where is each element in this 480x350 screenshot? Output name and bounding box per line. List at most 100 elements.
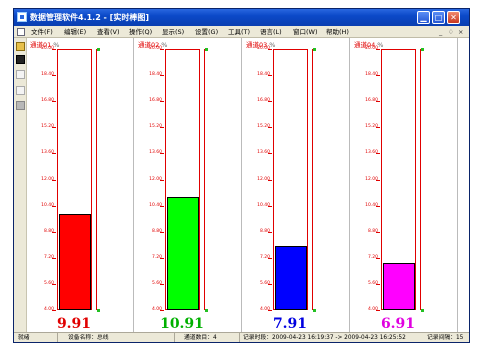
menu-language[interactable]: 语言(L) xyxy=(260,28,282,36)
y-tick-mark xyxy=(268,153,272,155)
menu-operate[interactable]: 操作(Q) xyxy=(129,28,153,36)
y-tick-label: 7.20 xyxy=(367,254,378,260)
bar-fill xyxy=(59,213,91,310)
menu-settings[interactable]: 设置(G) xyxy=(195,28,219,36)
y-tick-mark xyxy=(52,205,56,207)
open-folder-icon[interactable] xyxy=(16,42,25,51)
channel-label: 通道01 xyxy=(30,41,52,49)
y-tick-mark xyxy=(376,310,380,311)
mdi-minimize-button[interactable]: _ xyxy=(439,28,443,36)
status-interval: 记录间隔：15 xyxy=(427,335,464,341)
y-tick-mark xyxy=(160,49,164,50)
y-tick-label: 13.60 xyxy=(365,150,378,156)
channel-value: 9.91 xyxy=(56,316,92,332)
channel-panel: 通道04% 20.00 18.40 16.80 15.20 13.60 12.00 10.40… xyxy=(351,38,458,332)
bar-fill xyxy=(275,246,307,310)
channel-title: 通道01% xyxy=(30,39,59,49)
mdi-close-button[interactable]: × xyxy=(458,28,464,36)
window-title: 数据管理软件4.1.2 - [实时棒图] xyxy=(30,13,149,22)
y-tick-label: 12.00 xyxy=(149,176,162,182)
y-tick-mark xyxy=(52,283,56,285)
y-tick-mark xyxy=(160,231,164,233)
gauge-side-line xyxy=(420,49,421,310)
menu-view[interactable]: 查看(V) xyxy=(97,28,120,36)
y-tick-label: 15.20 xyxy=(149,124,162,130)
close-button[interactable]: ✕ xyxy=(447,11,460,24)
channel-label: 通道04 xyxy=(354,41,376,49)
y-tick-mark xyxy=(52,257,56,259)
y-tick-label: 18.40 xyxy=(365,72,378,78)
y-tick-mark xyxy=(268,310,272,311)
y-tick-mark xyxy=(160,101,164,103)
mdi-restore-button[interactable]: ♢ xyxy=(448,28,454,36)
y-tick-mark xyxy=(376,49,380,50)
menu-window[interactable]: 窗口(W) xyxy=(293,28,318,36)
channel-label: 通道02 xyxy=(138,41,160,49)
title-bar[interactable]: 数据管理软件4.1.2 - [实时棒图] ▁ □ ✕ xyxy=(14,9,469,26)
channel-value: 6.91 xyxy=(380,316,416,332)
y-tick-mark xyxy=(268,127,272,129)
y-tick-label: 4.00 xyxy=(259,307,270,312)
vertical-toolbar xyxy=(14,38,27,332)
y-tick-label: 16.80 xyxy=(149,98,162,104)
y-tick-label: 16.80 xyxy=(365,98,378,104)
menu-file[interactable]: 文件(F) xyxy=(31,28,53,36)
channel-title: 通道03% xyxy=(246,39,275,49)
maximize-button[interactable]: □ xyxy=(432,11,445,24)
y-tick-label: 10.40 xyxy=(257,202,270,208)
y-tick-mark xyxy=(160,127,164,129)
channel-value: 7.91 xyxy=(272,316,308,332)
document-icon[interactable] xyxy=(16,70,25,79)
document-icon[interactable] xyxy=(16,86,25,95)
menu-edit[interactable]: 编辑(E) xyxy=(64,28,87,36)
y-tick-mark xyxy=(376,283,380,285)
print-icon[interactable] xyxy=(16,101,25,110)
y-tick-mark xyxy=(160,205,164,207)
y-tick-label: 5.60 xyxy=(367,280,378,286)
y-tick-mark xyxy=(160,310,164,311)
y-tick-mark xyxy=(268,231,272,233)
y-tick-mark xyxy=(268,179,272,181)
y-tick-mark xyxy=(52,75,56,77)
y-tick-label: 15.20 xyxy=(41,124,54,130)
status-ready: 就绪 xyxy=(18,335,30,341)
y-tick-label: 20.00 xyxy=(149,46,162,51)
menu-display[interactable]: 显示(S) xyxy=(162,28,185,36)
limit-marker xyxy=(205,48,208,51)
minimize-button[interactable]: ▁ xyxy=(417,11,430,24)
y-tick-mark xyxy=(268,283,272,285)
menu-tools[interactable]: 工具(T) xyxy=(228,28,251,36)
limit-marker xyxy=(313,309,316,312)
y-tick-label: 5.60 xyxy=(151,280,162,286)
channel-unit: % xyxy=(269,41,276,49)
y-tick-mark xyxy=(376,153,380,155)
y-tick-mark xyxy=(268,75,272,77)
limit-marker xyxy=(313,48,316,51)
y-tick-label: 8.80 xyxy=(367,228,378,234)
y-tick-mark xyxy=(160,153,164,155)
channel-unit: % xyxy=(161,41,168,49)
status-record-time: 记录时段：2009-04-23 16:19:37 -> 2009-04-23 1… xyxy=(243,335,406,341)
y-tick-label: 10.40 xyxy=(149,202,162,208)
channel-value: 10.91 xyxy=(160,316,204,332)
y-tick-label: 18.40 xyxy=(41,72,54,78)
gauge-side-line xyxy=(312,49,313,310)
y-tick-label: 20.00 xyxy=(41,46,54,51)
y-tick-label: 16.80 xyxy=(41,98,54,104)
channel-unit: % xyxy=(377,41,384,49)
menu-help[interactable]: 帮助(H) xyxy=(326,28,349,36)
channel-panel: 通道03% 20.00 18.40 16.80 15.20 13.60 12.00 10.40… xyxy=(243,38,350,332)
y-tick-label: 12.00 xyxy=(257,176,270,182)
y-tick-mark xyxy=(376,231,380,233)
y-tick-mark xyxy=(160,257,164,259)
stop-icon[interactable] xyxy=(16,55,25,64)
y-tick-mark xyxy=(52,310,56,311)
status-bar: 就绪 设备名称：总线 通道数目：4 记录时段：2009-04-23 16:19:… xyxy=(14,332,469,342)
limit-marker xyxy=(97,48,100,51)
y-tick-mark xyxy=(376,257,380,259)
document-icon xyxy=(17,28,25,36)
y-tick-label: 10.40 xyxy=(41,202,54,208)
limit-marker xyxy=(421,48,424,51)
y-tick-mark xyxy=(52,101,56,103)
y-tick-label: 15.20 xyxy=(257,124,270,130)
